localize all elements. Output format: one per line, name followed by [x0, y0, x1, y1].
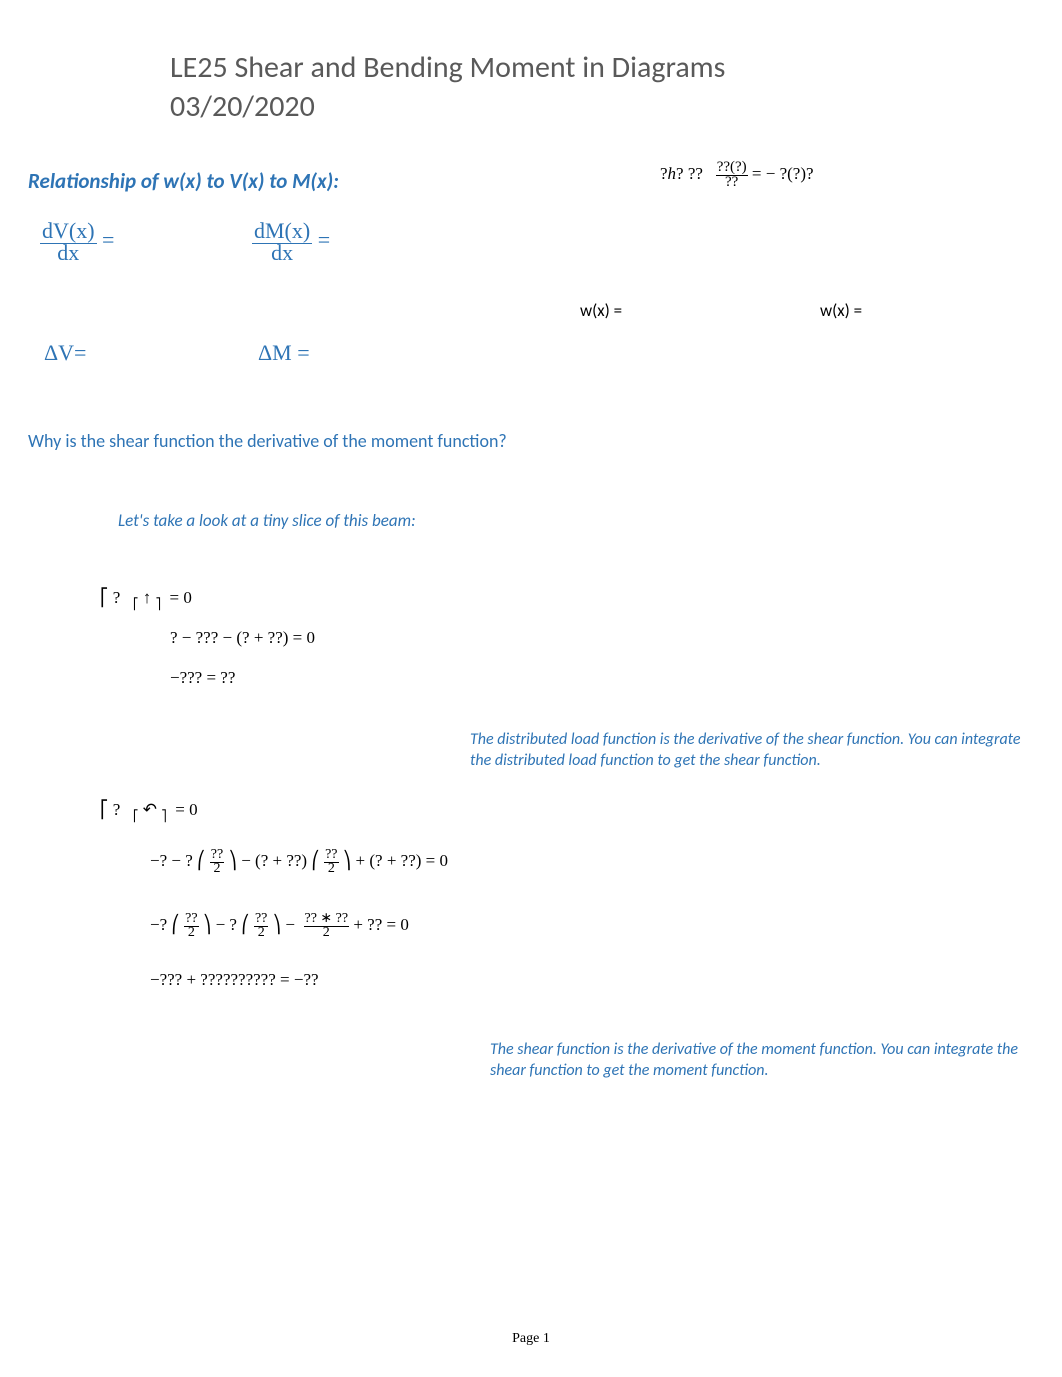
eq6-b: ⎞ − ? ⎛ — [203, 915, 250, 934]
equation-sum-m: ⎡ ? ⎡ ↶ ⎤ = 0 — [100, 800, 198, 822]
eq4-cc-r: ⎤ — [161, 810, 167, 822]
eq6-f2-den: 2 — [258, 924, 265, 940]
formula-lhs-prefix: ? — [660, 164, 668, 183]
eq5-f2-den: 2 — [328, 860, 335, 876]
eq6-c: ⎞ − — [273, 915, 295, 934]
eq5-f1-den: 2 — [213, 860, 220, 876]
equation-6: −? ⎛ ?? 2 ⎞ − ? ⎛ ?? 2 ⎞ − ?? ∗ ?? 2 + ?… — [150, 912, 409, 940]
eq4-cc-l: ⎡ — [133, 810, 139, 822]
eq1-suffix: = 0 — [170, 588, 192, 607]
why-question: Why is the shear function the derivative… — [28, 430, 507, 452]
eq1-arrow: ↑ — [143, 588, 152, 607]
dvdx-den: dx — [57, 239, 79, 265]
derivative-dmdx: dM(x) dx = — [252, 220, 330, 264]
equation-2: ? − ??? − (? + ??) = 0 — [170, 628, 315, 648]
eq6-frac1: ?? 2 — [184, 912, 198, 940]
eq6-f3-den: 2 — [323, 924, 330, 940]
formula-lhs-suffix: ? ?? — [676, 164, 703, 183]
eq5-frac2: ?? 2 — [324, 848, 338, 876]
eq5-a: −? − ? ⎛ — [150, 851, 206, 870]
page-footer: Page 1 — [0, 1331, 1062, 1347]
eq5-c: ⎞ + (? + ??) = 0 — [343, 851, 448, 870]
eq1-arrow-r: ⎤ — [156, 598, 162, 610]
section-heading: Relationship of w(x) to V(x) to M(x): — [28, 168, 339, 194]
equation-sum-fy: ⎡ ? ⎡ ↑ ⎤ = 0 — [100, 588, 192, 610]
delta-v: ΔV= — [44, 340, 86, 366]
derivative-dvdx: dV(x) dx = — [40, 220, 114, 264]
eq4-prefix: ⎡ ? — [100, 800, 120, 819]
title-line-1: LE25 Shear and Bending Moment in Diagram… — [170, 48, 725, 87]
formula-frac-den: ?? — [725, 173, 738, 190]
wx-label-2: w(x) = — [820, 300, 862, 321]
eq6-f1-den: 2 — [188, 924, 195, 940]
equation-7: −??? + ?????????? = −?? — [150, 970, 319, 990]
eq5-frac1: ?? 2 — [210, 848, 224, 876]
equation-3: −??? = ?? — [170, 668, 235, 688]
formula-fraction: ??(?) ?? — [716, 160, 748, 190]
equation-5: −? − ? ⎛ ?? 2 ⎞ − (? + ??) ⎛ ?? 2 ⎞ + (?… — [150, 848, 448, 876]
formula-lhs-h: h — [668, 164, 677, 183]
page-title: LE25 Shear and Bending Moment in Diagram… — [170, 48, 725, 126]
wx-label-1: w(x) = — [580, 300, 622, 321]
eq6-frac3: ?? ∗ ?? 2 — [304, 912, 350, 940]
eq1-prefix: ⎡ ? — [100, 588, 120, 607]
explanation-1: The distributed load function is the der… — [470, 730, 1030, 772]
explanation-2: The shear function is the derivative of … — [490, 1040, 1030, 1082]
top-formula: ?h? ?? ??(?) ?? = − ?(?)? — [660, 160, 814, 190]
dmdx-eq: = — [318, 227, 330, 252]
eq4-suffix: = 0 — [175, 800, 197, 819]
formula-rhs: = − ?(?)? — [752, 164, 814, 183]
delta-m: ΔM = — [258, 340, 310, 366]
dvdx-eq: = — [102, 227, 114, 252]
dmdx-den: dx — [271, 239, 293, 265]
eq1-arrow-l: ⎡ — [133, 598, 139, 610]
title-line-2: 03/20/2020 — [170, 87, 725, 126]
eq6-d: + ?? = 0 — [353, 915, 409, 934]
eq4-cc: ↶ — [143, 800, 157, 819]
eq5-b: ⎞ − (? + ??) ⎛ — [228, 851, 319, 870]
eq6-a: −? ⎛ — [150, 915, 180, 934]
eq6-frac2: ?? 2 — [254, 912, 268, 940]
look-slice-text: Let's take a look at a tiny slice of thi… — [118, 510, 416, 531]
